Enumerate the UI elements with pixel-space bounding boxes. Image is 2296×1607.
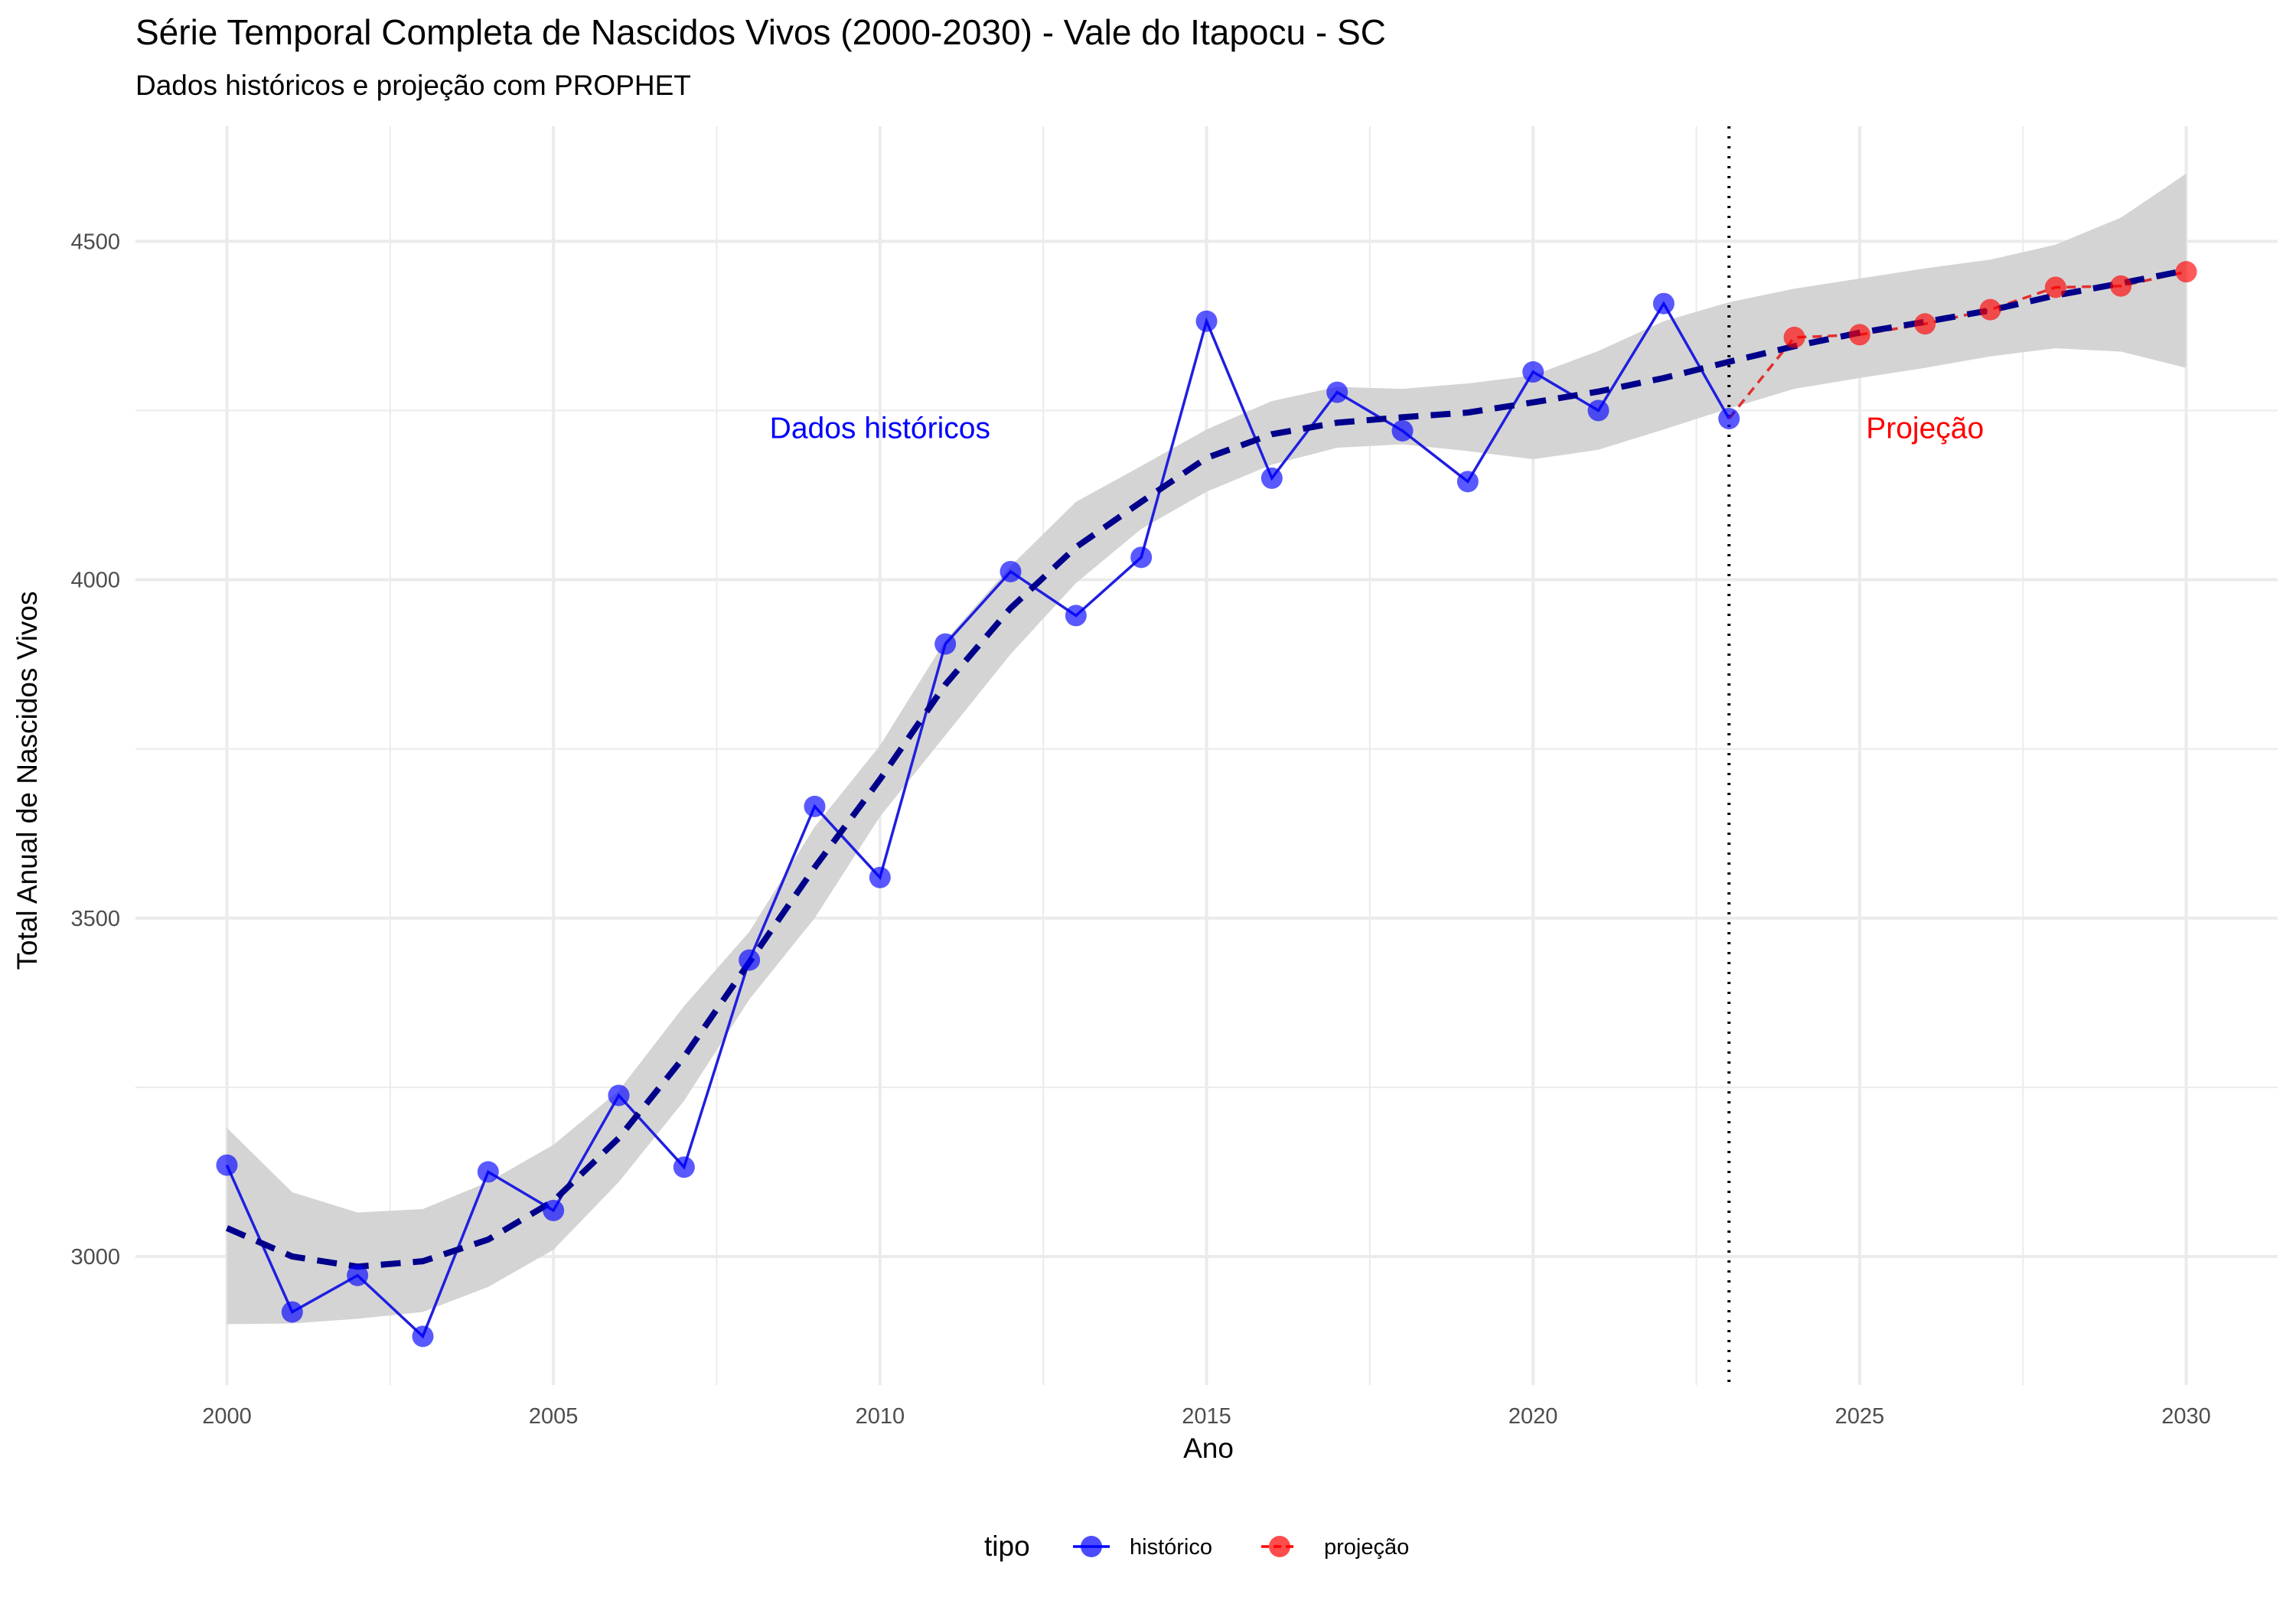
- point-projecao-2026: [1914, 313, 1936, 335]
- x-tick-label: 2025: [1835, 1404, 1885, 1429]
- point-historico-2022: [1652, 292, 1675, 315]
- legend-item-projecao: projeção: [1261, 1535, 1409, 1560]
- x-tick-label: 2015: [1182, 1404, 1231, 1429]
- point-historico-2019: [1456, 471, 1479, 493]
- x-tick-label: 2010: [856, 1404, 905, 1429]
- annotation-0: Dados históricos: [770, 412, 990, 445]
- x-axis-title: Ano: [1183, 1433, 1234, 1464]
- x-tick-label: 2000: [202, 1404, 252, 1429]
- y-tick-label: 4000: [70, 569, 120, 593]
- point-historico-2001: [281, 1301, 303, 1323]
- legend: tipo histórico projeção: [984, 1530, 1409, 1562]
- annotations: Dados históricos Projeção: [770, 412, 1984, 445]
- legend-label-historico: histórico: [1130, 1535, 1212, 1560]
- point-historico-2010: [869, 866, 891, 888]
- point-historico-2017: [1326, 381, 1349, 403]
- point-historico-2009: [804, 795, 826, 817]
- point-historico-2003: [412, 1325, 434, 1348]
- point-historico-2007: [673, 1156, 695, 1178]
- point-historico-2005: [543, 1199, 565, 1221]
- data-points: [216, 261, 2197, 1348]
- legend-item-historico: histórico: [1073, 1535, 1212, 1560]
- point-historico-2013: [1065, 605, 1087, 627]
- point-historico-2018: [1391, 419, 1414, 442]
- point-historico-2004: [477, 1161, 499, 1183]
- point-projecao-2025: [1848, 324, 1870, 346]
- series-line-historico: [225, 301, 1730, 1339]
- point-historico-2020: [1522, 361, 1544, 383]
- point-historico-2015: [1195, 310, 1218, 332]
- y-tick-label: 4500: [70, 230, 120, 254]
- chart-title: Série Temporal Completa de Nascidos Vivo…: [135, 12, 1386, 52]
- point-historico-2002: [347, 1264, 369, 1286]
- point-historico-2006: [608, 1084, 630, 1107]
- point-projecao-2024: [1783, 326, 1805, 348]
- point-projecao-2027: [1979, 298, 2001, 321]
- point-historico-2000: [216, 1154, 238, 1176]
- y-tick-label: 3000: [70, 1245, 120, 1270]
- point-historico-2008: [739, 949, 761, 971]
- y-tick-label: 3500: [70, 907, 120, 931]
- y-axis-title: Total Anual de Nascidos Vivos: [11, 591, 43, 970]
- annotation-1: Projeção: [1866, 412, 1984, 445]
- point-historico-2011: [934, 633, 957, 655]
- legend-key-projecao: [1269, 1536, 1290, 1557]
- point-historico-2012: [1000, 560, 1022, 582]
- legend-title: tipo: [984, 1530, 1030, 1562]
- axis-ticks: 2000 2005 2010 2015 2020 2025 2030 3000 3500 4000…: [70, 230, 2210, 1429]
- point-projecao-2029: [2110, 275, 2132, 297]
- legend-key-historico: [1081, 1536, 1102, 1557]
- chart-subtitle: Dados históricos e projeção com PROPHET: [135, 70, 691, 101]
- point-projecao-2030: [2175, 261, 2197, 283]
- point-historico-2021: [1587, 399, 1609, 422]
- series-line-projecao: [1727, 270, 2187, 420]
- legend-label-projecao: projeção: [1324, 1535, 1409, 1560]
- x-tick-label: 2020: [1508, 1404, 1558, 1429]
- confidence-band: [227, 173, 2187, 1325]
- point-projecao-2028: [2044, 276, 2066, 298]
- point-historico-2016: [1261, 467, 1283, 489]
- x-tick-label: 2030: [2161, 1404, 2211, 1429]
- point-historico-2023: [1718, 408, 1740, 430]
- point-historico-2014: [1130, 546, 1153, 569]
- x-tick-label: 2005: [529, 1404, 579, 1429]
